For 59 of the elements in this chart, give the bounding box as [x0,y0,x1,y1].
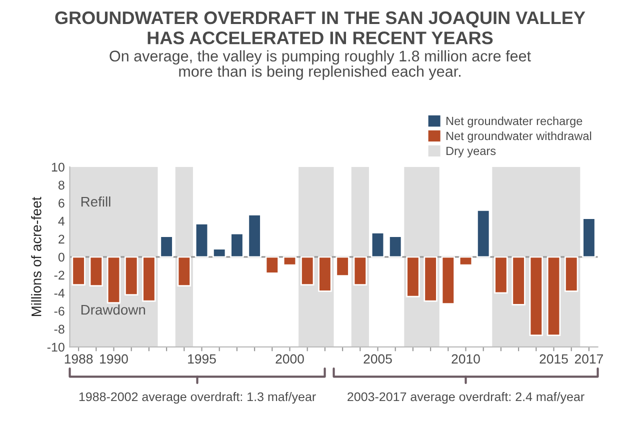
bar [72,256,86,286]
bar [124,256,138,296]
bar [248,214,262,258]
y-tick-label: 6 [58,198,64,208]
y-tick-label: -2 [54,270,64,280]
chart-title: GROUNDWATER OVERDRAFT IN THE SAN JOAQUIN VALLEY HAS ACCELERATED IN RECENT YEARS [55,11,586,44]
legend-label: Dry years [446,146,496,158]
chart-subtitle: On average, the valley is pumping roughly 1.8 million acre feet more than is being replenished each year. [110,50,531,80]
bar [494,256,508,294]
x-tick-label: 2000 [276,354,304,364]
bar [512,256,526,306]
x-tick-label: 1995 [188,354,216,364]
x-tick-label: 1988 [64,354,93,364]
x-tick-label: 2010 [452,354,480,364]
y-tick-label: -10 [47,342,64,352]
y-axis-title: Millions of acre-feet [31,196,42,316]
bar [230,232,244,258]
bar [441,256,456,304]
y-tick-label: 10 [52,162,64,172]
x-tick-label: 2005 [364,354,392,364]
bar [424,256,438,302]
legend-label: Net groundwater recharge [446,116,582,128]
y-tick-label: 8 [58,180,64,190]
bar [546,256,561,336]
bar [582,218,596,258]
bar [476,209,490,258]
bar [282,256,297,266]
y-tick-label: 2 [58,234,64,244]
bar [336,256,350,277]
y-tick-label: -8 [54,324,64,334]
bar [564,256,578,292]
bar [458,256,473,266]
bar [160,236,174,258]
bar [212,248,226,258]
bar [300,256,314,286]
y-tick-label: -6 [54,306,64,316]
y-tick-label: 4 [58,216,65,226]
text: 2003-2017 average overdraft: 2.4 maf/year [348,392,584,404]
x-tick-label: 1990 [100,354,128,364]
x-tick-label: 2015 [540,354,568,364]
bar [177,256,192,286]
bar [265,256,280,274]
bar [142,256,156,302]
bar [106,256,121,304]
bar [529,256,544,336]
bar [194,222,209,258]
text: 1988-2002 average overdraft: 1.3 maf/year [79,392,316,404]
y-tick-label: 0 [58,252,64,262]
bar [406,256,420,298]
bar [318,256,332,292]
x-tick-label: 2017 [574,354,603,364]
bar [89,256,104,286]
bar [388,236,402,258]
bar [353,256,368,286]
y-tick-label: -4 [54,288,65,298]
annotation: Refill [81,196,110,207]
annotation: Drawdown [81,304,146,315]
legend-label: Net groundwater withdrawal [446,131,592,142]
bar [370,232,385,258]
